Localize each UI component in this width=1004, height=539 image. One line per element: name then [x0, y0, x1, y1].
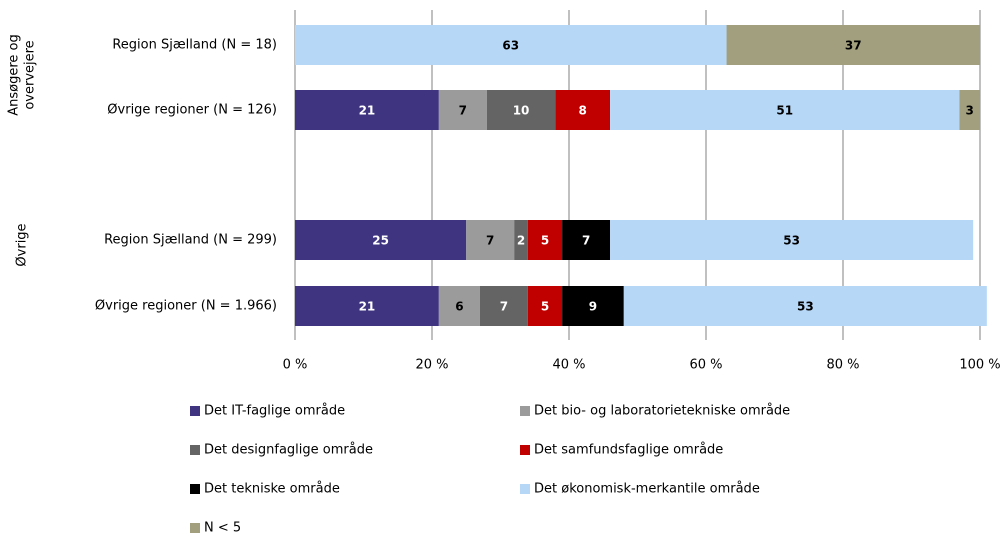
x-tick-label: 0 %: [283, 358, 308, 373]
data-label: 5: [541, 234, 549, 248]
bar-segment: [438, 90, 487, 130]
group-label: Ansøgere og: [7, 34, 22, 116]
bar-segment: [438, 286, 480, 326]
data-label: 21: [359, 104, 376, 118]
legend-label: Det økonomisk-merkantile område: [534, 482, 760, 497]
bar-segment: [527, 220, 563, 260]
data-label: 3: [966, 104, 974, 118]
legend-swatch: [190, 484, 200, 494]
data-label: 25: [372, 234, 389, 248]
legend-swatch: [520, 406, 530, 416]
data-label: 6: [455, 300, 463, 314]
group-label: Øvrige: [15, 223, 30, 266]
legend-swatch: [520, 445, 530, 455]
x-tick-label: 80 %: [826, 358, 859, 373]
data-label: 53: [783, 234, 800, 248]
bar-segment: [466, 220, 515, 260]
bar-segment: [623, 286, 987, 326]
bar-segment: [610, 90, 960, 130]
data-label: 7: [486, 234, 494, 248]
x-tick-label: 20 %: [415, 358, 448, 373]
bar-segment: [295, 286, 439, 326]
data-label: 51: [776, 104, 793, 118]
y-tick-label: Region Sjælland (N = 299): [104, 233, 277, 248]
bar-segment: [959, 90, 980, 130]
bar-segment: [295, 25, 727, 65]
legend-swatch: [190, 406, 200, 416]
bar-segment: [295, 90, 439, 130]
legend-swatch: [190, 445, 200, 455]
y-tick-label: Øvrige regioner (N = 1.966): [95, 299, 277, 314]
data-label: 5: [541, 300, 549, 314]
legend-label: N < 5: [204, 521, 241, 536]
data-label: 63: [502, 39, 519, 53]
data-label: 7: [582, 234, 590, 248]
bar-segment: [726, 25, 980, 65]
data-label: 7: [500, 300, 508, 314]
data-label: 8: [579, 104, 587, 118]
bar-segment: [610, 220, 974, 260]
bar-segment: [295, 220, 467, 260]
x-tick-label: 40 %: [552, 358, 585, 373]
bar-segment: [555, 90, 611, 130]
y-tick-label: Region Sjælland (N = 18): [112, 38, 277, 53]
bar-segment: [562, 220, 611, 260]
bar-segment: [527, 286, 563, 326]
x-tick-label: 60 %: [689, 358, 722, 373]
bar-segment: [562, 286, 624, 326]
legend-label: Det bio- og laboratorietekniske område: [534, 404, 790, 419]
legend-label: Det samfundsfaglige område: [534, 443, 723, 458]
bar-segment: [514, 220, 528, 260]
legend-label: Det IT-faglige område: [204, 404, 345, 419]
bar-segment: [486, 90, 556, 130]
data-label: 37: [845, 39, 862, 53]
data-label: 2: [517, 234, 525, 248]
data-label: 21: [359, 300, 376, 314]
legend-swatch: [190, 523, 200, 533]
data-label: 10: [513, 104, 530, 118]
bar-segment: [479, 286, 528, 326]
group-label: overvejere: [23, 40, 38, 109]
y-tick-label: Øvrige regioner (N = 126): [107, 103, 277, 118]
legend-label: Det tekniske område: [204, 482, 340, 497]
data-label: 7: [459, 104, 467, 118]
data-label: 53: [797, 300, 814, 314]
x-tick-label: 100 %: [959, 358, 1000, 373]
data-label: 9: [589, 300, 597, 314]
legend-label: Det designfaglige område: [204, 443, 373, 458]
legend-swatch: [520, 484, 530, 494]
